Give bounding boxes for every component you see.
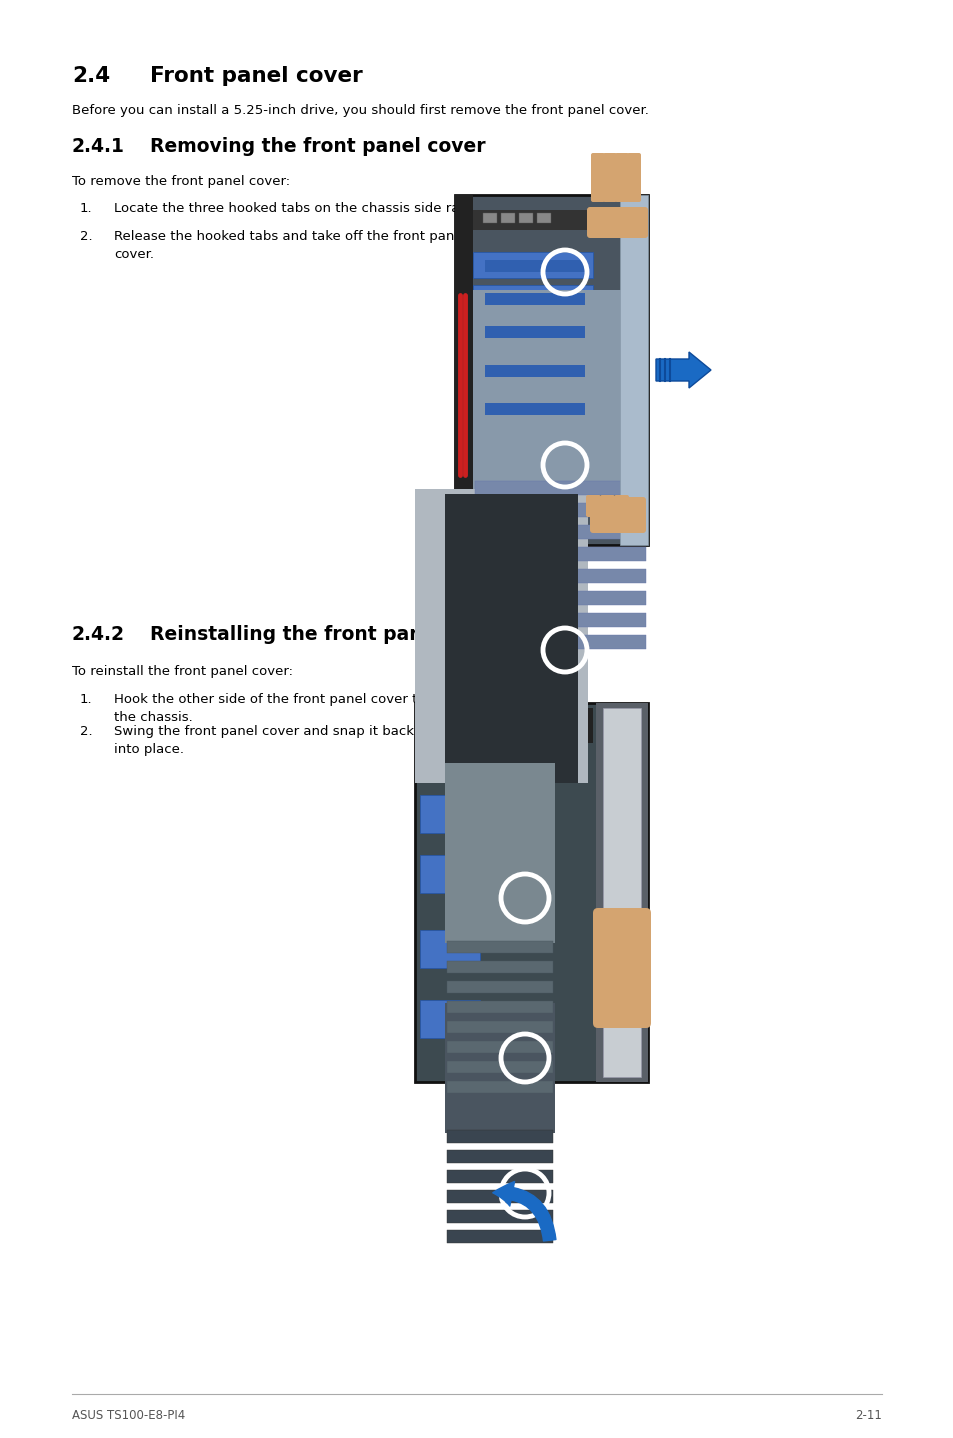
- Bar: [447, 1171, 553, 1183]
- Text: into place.: into place.: [113, 743, 184, 756]
- FancyBboxPatch shape: [624, 959, 636, 995]
- Bar: [484, 293, 584, 305]
- Text: 2.: 2.: [80, 725, 92, 738]
- Text: cover.: cover.: [113, 247, 153, 262]
- FancyBboxPatch shape: [585, 495, 600, 518]
- Bar: [475, 636, 645, 649]
- Bar: [419, 999, 479, 1038]
- Bar: [484, 260, 584, 272]
- Bar: [475, 503, 645, 518]
- Bar: [447, 1001, 553, 1012]
- FancyBboxPatch shape: [615, 152, 628, 201]
- Text: 2-11: 2-11: [854, 1409, 882, 1422]
- FancyBboxPatch shape: [593, 907, 650, 1028]
- Bar: [475, 546, 645, 561]
- Bar: [447, 981, 553, 994]
- Text: 2.4: 2.4: [71, 66, 110, 86]
- Bar: [415, 489, 587, 784]
- Bar: [473, 285, 593, 311]
- Bar: [415, 707, 593, 743]
- FancyBboxPatch shape: [599, 495, 615, 518]
- Text: 1.: 1.: [80, 693, 92, 706]
- Text: To remove the front panel cover:: To remove the front panel cover:: [71, 175, 290, 188]
- Bar: [596, 703, 647, 1081]
- FancyBboxPatch shape: [589, 498, 645, 533]
- Bar: [419, 856, 479, 893]
- Bar: [455, 196, 647, 545]
- Text: Reinstalling the front panel cover: Reinstalling the front panel cover: [150, 626, 506, 644]
- Bar: [447, 1229, 553, 1242]
- FancyBboxPatch shape: [617, 959, 627, 995]
- Bar: [473, 318, 593, 344]
- Text: Before you can install a 5.25-inch drive, you should first remove the front pane: Before you can install a 5.25-inch drive…: [71, 104, 648, 116]
- FancyBboxPatch shape: [586, 207, 647, 239]
- Bar: [447, 961, 553, 974]
- Text: ASUS TS100-E8-PI4: ASUS TS100-E8-PI4: [71, 1409, 185, 1422]
- Bar: [475, 569, 645, 582]
- FancyBboxPatch shape: [608, 959, 619, 995]
- Text: Hook the other side of the front panel cover to: Hook the other side of the front panel c…: [113, 693, 425, 706]
- Bar: [444, 764, 555, 943]
- FancyBboxPatch shape: [614, 495, 628, 518]
- Bar: [447, 1061, 553, 1073]
- Bar: [419, 930, 479, 968]
- FancyArrowPatch shape: [493, 1182, 556, 1241]
- FancyBboxPatch shape: [590, 152, 604, 201]
- Bar: [447, 1021, 553, 1032]
- Text: Locate the three hooked tabs on the chassis side rail.: Locate the three hooked tabs on the chas…: [113, 201, 471, 216]
- Bar: [415, 703, 647, 1081]
- Bar: [484, 403, 584, 416]
- Text: Removing the front panel cover: Removing the front panel cover: [150, 137, 485, 155]
- FancyBboxPatch shape: [626, 152, 640, 201]
- Bar: [475, 613, 645, 627]
- Text: the chassis.: the chassis.: [113, 710, 193, 723]
- Bar: [447, 1150, 553, 1163]
- Bar: [447, 1081, 553, 1093]
- Bar: [482, 213, 497, 223]
- FancyBboxPatch shape: [600, 959, 612, 995]
- Text: Release the hooked tabs and take off the front panel: Release the hooked tabs and take off the…: [113, 230, 466, 243]
- Bar: [475, 525, 645, 539]
- Bar: [473, 252, 593, 278]
- Bar: [537, 213, 551, 223]
- Text: 2.4.2: 2.4.2: [71, 626, 125, 644]
- Text: 2.4.1: 2.4.1: [71, 137, 125, 155]
- Bar: [447, 1130, 553, 1143]
- FancyArrow shape: [656, 352, 710, 388]
- Bar: [475, 480, 645, 495]
- Bar: [484, 365, 584, 377]
- Bar: [447, 1209, 553, 1222]
- Text: 1.: 1.: [80, 201, 92, 216]
- Bar: [419, 795, 479, 833]
- Text: Swing the front panel cover and snap it back: Swing the front panel cover and snap it …: [113, 725, 414, 738]
- Bar: [447, 1041, 553, 1053]
- Text: To reinstall the front panel cover:: To reinstall the front panel cover:: [71, 664, 293, 677]
- Text: Front panel cover: Front panel cover: [150, 66, 362, 86]
- Bar: [444, 495, 578, 784]
- Bar: [473, 357, 593, 383]
- FancyBboxPatch shape: [602, 152, 617, 201]
- Bar: [473, 290, 647, 490]
- Bar: [455, 196, 473, 545]
- Bar: [484, 326, 584, 338]
- Text: 2.: 2.: [80, 230, 92, 243]
- Bar: [602, 707, 640, 1077]
- Bar: [447, 940, 553, 953]
- Bar: [518, 213, 533, 223]
- Bar: [619, 196, 647, 545]
- Bar: [447, 1191, 553, 1204]
- Bar: [475, 591, 645, 605]
- Bar: [473, 210, 647, 230]
- Bar: [473, 395, 593, 421]
- Bar: [500, 213, 515, 223]
- Bar: [444, 1002, 555, 1133]
